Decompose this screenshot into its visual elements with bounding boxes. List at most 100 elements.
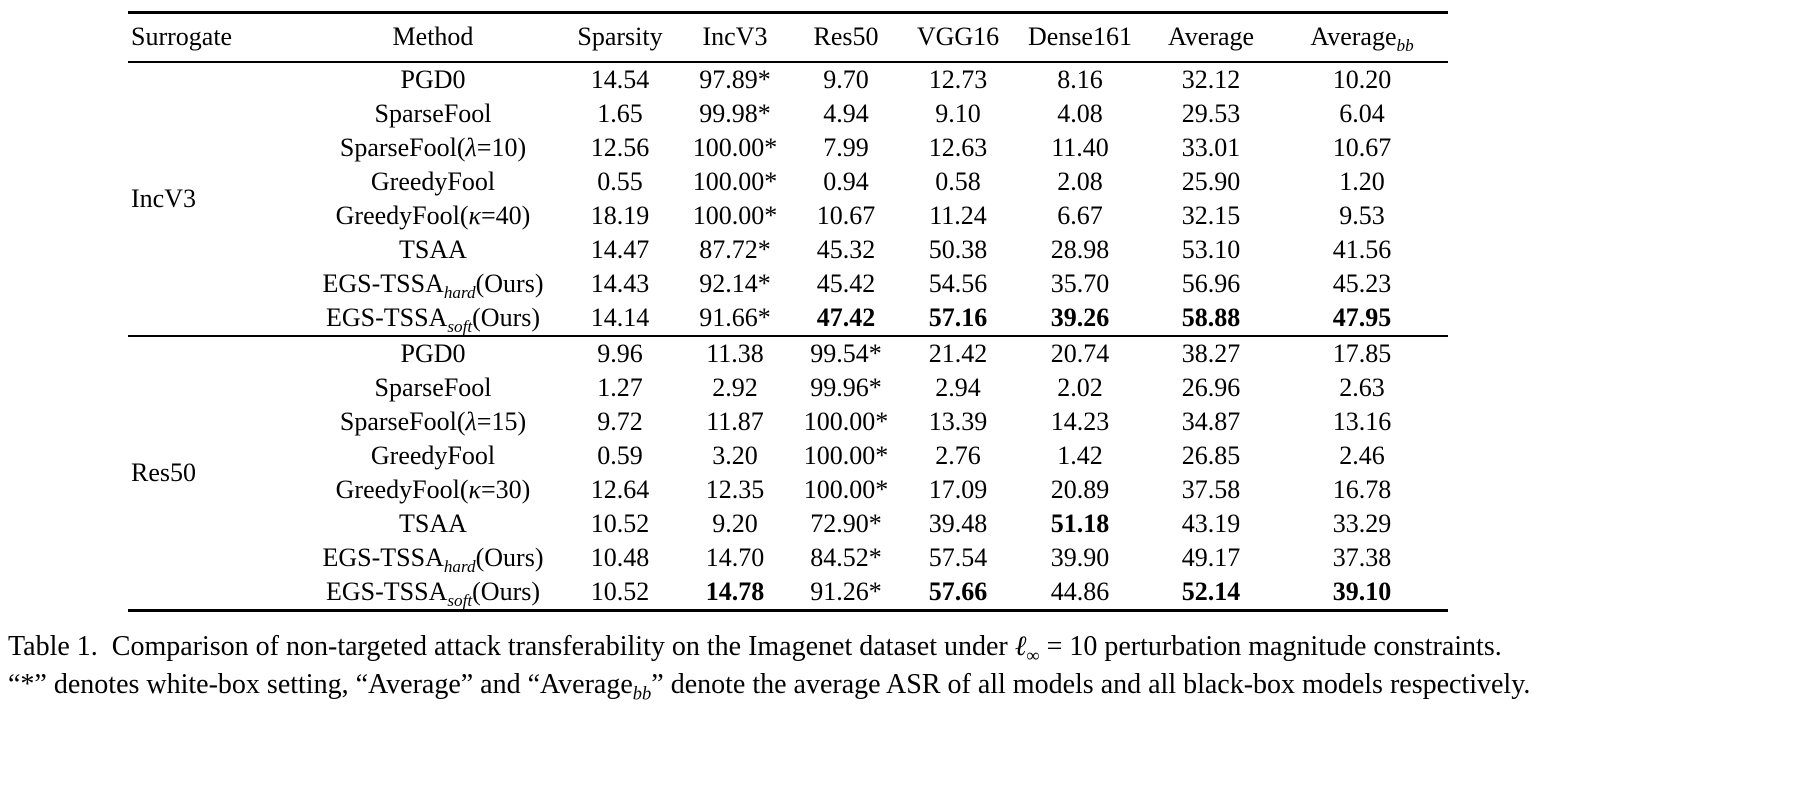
value-cell: 1.42 [1057, 441, 1103, 470]
value-cell: 14.14 [590, 303, 650, 332]
value-cell: 3.20 [712, 441, 758, 470]
value-cell: 1.65 [597, 99, 643, 128]
value-cell: 54.56 [928, 269, 988, 298]
surrogate-label: IncV3 [131, 184, 196, 213]
value-cell: 0.55 [597, 167, 643, 196]
method-cell: GreedyFool(κ=40) [335, 201, 531, 230]
method-cell: GreedyFool [370, 441, 496, 470]
value-cell: 45.32 [816, 235, 876, 264]
value-cell: 14.43 [590, 269, 650, 298]
value-cell: 2.08 [1057, 167, 1103, 196]
table-row: SparseFool(λ=15) 9.72 11.87 100.00* 13.39 14.… [128, 405, 1448, 439]
method-cell: PGD0 [400, 65, 466, 94]
table-row: GreedyFool 0.59 3.20 100.00* 2.76 1.42 26.85 2.… [128, 439, 1448, 473]
value-cell: 37.58 [1181, 475, 1241, 504]
value-cell: 99.98* [699, 99, 771, 128]
value-cell: 9.20 [712, 509, 758, 538]
value-cell: 56.96 [1181, 269, 1241, 298]
value-cell: 45.42 [816, 269, 876, 298]
value-cell: 13.39 [928, 407, 988, 436]
value-cell: 26.96 [1181, 373, 1241, 402]
value-cell: 16.78 [1332, 475, 1392, 504]
value-cell: 44.86 [1050, 577, 1110, 606]
value-cell: 49.17 [1181, 543, 1241, 572]
table-row: TSAA 10.52 9.20 72.90* 39.48 51.18 43.19 33.29 [128, 507, 1448, 541]
value-cell: 11.40 [1051, 133, 1109, 162]
value-cell: 50.38 [928, 235, 988, 264]
value-cell: 10.52 [590, 509, 650, 538]
table-row: SparseFool(λ=10) 12.56 100.00* 7.99 12.63 11.… [128, 131, 1448, 165]
table-row: EGS-TSSAhard(Ours) 10.48 14.70 84.52* 57.54 3… [128, 541, 1448, 575]
value-cell: 12.56 [590, 133, 650, 162]
value-cell: 39.26 [1050, 303, 1110, 332]
value-cell: 6.67 [1057, 201, 1103, 230]
value-cell: 11.24 [929, 201, 987, 230]
value-cell: 20.89 [1050, 475, 1110, 504]
value-cell: 10.48 [590, 543, 650, 572]
value-cell: 14.23 [1050, 407, 1110, 436]
value-cell: 97.89* [699, 65, 771, 94]
value-cell: 0.58 [935, 167, 981, 196]
value-cell: 32.15 [1181, 201, 1241, 230]
table-row: GreedyFool(κ=30) 12.64 12.35 100.00* 17.09 20… [128, 473, 1448, 507]
value-cell: 47.95 [1332, 303, 1392, 332]
column-header: IncV3 [702, 22, 768, 51]
caption-line: Table 1. Comparison of non-targeted atta… [8, 631, 1502, 666]
value-cell: 0.59 [597, 441, 643, 470]
surrogate-group: Res50 PGD0 9.96 11.38 99.54* 21.42 20.74 38.27 1… [128, 336, 1448, 611]
method-cell: SparseFool [374, 99, 492, 128]
value-cell: 2.63 [1339, 373, 1385, 402]
method-cell: TSAA [399, 235, 467, 264]
value-cell: 100.00* [692, 201, 778, 230]
value-cell: 17.85 [1332, 339, 1392, 368]
table-row: GreedyFool(κ=40) 18.19 100.00* 10.67 11.24 6.… [128, 199, 1448, 233]
value-cell: 39.90 [1050, 543, 1110, 572]
value-cell: 72.90* [810, 509, 882, 538]
column-header: Averagebb [1310, 22, 1414, 56]
results-table: Surrogate Method Sparsity IncV3 Res50 VGG16 De… [128, 11, 1448, 612]
column-header: Average [1167, 22, 1255, 51]
value-cell: 14.78 [705, 577, 765, 606]
value-cell: 99.54* [810, 339, 882, 368]
value-cell: 38.27 [1181, 339, 1241, 368]
value-cell: 39.48 [928, 509, 988, 538]
table-row: IncV3 PGD0 14.54 97.89* 9.70 12.73 8.16 32.12 10… [128, 62, 1448, 213]
value-cell: 9.10 [935, 99, 981, 128]
value-cell: 13.16 [1332, 407, 1392, 436]
value-cell: 10.67 [1332, 133, 1392, 162]
value-cell: 32.12 [1181, 65, 1241, 94]
table-row: SparseFool 1.65 99.98* 4.94 9.10 4.08 29.53 6.0… [128, 97, 1448, 131]
value-cell: 2.94 [935, 373, 981, 402]
column-header: Sparsity [577, 22, 663, 51]
value-cell: 39.10 [1332, 577, 1392, 606]
table-row: TSAA 14.47 87.72* 45.32 50.38 28.98 53.10 41.56 [128, 233, 1448, 267]
value-cell: 43.19 [1181, 509, 1241, 538]
table-header: Surrogate Method Sparsity IncV3 Res50 VGG16 De… [128, 13, 1448, 62]
value-cell: 10.52 [590, 577, 650, 606]
value-cell: 9.72 [597, 407, 643, 436]
table-row: GreedyFool 0.55 100.00* 0.94 0.58 2.08 25.90 1.… [128, 165, 1448, 199]
surrogate-group: IncV3 PGD0 14.54 97.89* 9.70 12.73 8.16 32.12 10… [128, 62, 1448, 336]
value-cell: 57.54 [928, 543, 988, 572]
value-cell: 33.01 [1181, 133, 1241, 162]
value-cell: 7.99 [823, 133, 869, 162]
method-cell: EGS-TSSAhard(Ours) [322, 269, 544, 303]
value-cell: 33.29 [1332, 509, 1392, 538]
method-cell: SparseFool(λ=10) [339, 133, 527, 162]
value-cell: 1.20 [1339, 167, 1385, 196]
value-cell: 84.52* [810, 543, 882, 572]
column-header: VGG16 [916, 22, 1000, 51]
value-cell: 37.38 [1332, 543, 1392, 572]
value-cell: 20.74 [1050, 339, 1110, 368]
value-cell: 11.87 [706, 407, 764, 436]
value-cell: 14.54 [590, 65, 650, 94]
value-cell: 14.47 [590, 235, 650, 264]
value-cell: 9.96 [597, 339, 643, 368]
header-row: Surrogate Method Sparsity IncV3 Res50 VGG16 De… [128, 13, 1448, 62]
value-cell: 0.94 [823, 167, 869, 196]
value-cell: 4.08 [1057, 99, 1103, 128]
table-caption: Table 1. Comparison of non-targeted atta… [8, 628, 1785, 703]
table-row: EGS-TSSAsoft(Ours) 14.14 91.66* 47.42 57.16 3… [128, 301, 1448, 336]
value-cell: 2.02 [1057, 373, 1103, 402]
value-cell: 9.53 [1339, 201, 1385, 230]
